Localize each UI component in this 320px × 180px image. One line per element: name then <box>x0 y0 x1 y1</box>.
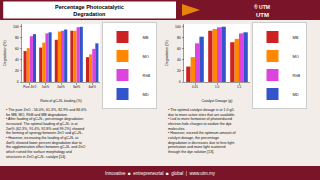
svg-text:3wt%: 3wt% <box>73 85 81 89</box>
svg-text:1wt%: 1wt% <box>42 85 50 89</box>
svg-text:• The optimal catalyst dosage: • The optimal catalyst dosage is at 1.0 … <box>168 108 236 154</box>
svg-text:60: 60 <box>177 47 181 51</box>
svg-text:40: 40 <box>15 58 19 62</box>
svg-text:2wt%: 2wt% <box>57 85 65 89</box>
svg-text:40: 40 <box>177 58 181 62</box>
svg-text:MD: MD <box>293 92 299 97</box>
svg-text:® UTM: ® UTM <box>254 4 270 10</box>
svg-text:1.0: 1.0 <box>215 85 220 89</box>
svg-text:RhB: RhB <box>293 73 301 78</box>
svg-text:0: 0 <box>17 80 19 84</box>
svg-text:0.05: 0.05 <box>192 85 198 89</box>
svg-text:MD: MD <box>143 92 149 97</box>
svg-text:80: 80 <box>15 36 19 40</box>
svg-text:1.5: 1.5 <box>237 85 242 89</box>
svg-text:100: 100 <box>13 25 19 29</box>
svg-text:80: 80 <box>177 36 181 40</box>
svg-text:Degradation (%): Degradation (%) <box>3 40 7 65</box>
svg-text:0: 0 <box>179 80 181 84</box>
svg-text:UTM: UTM <box>256 12 269 18</box>
svg-text:MB: MB <box>143 35 149 40</box>
svg-text:MB: MB <box>293 35 299 40</box>
svg-text:MO: MO <box>293 54 299 59</box>
svg-text:60: 60 <box>15 47 19 51</box>
svg-text:Percentage PhotocatalyticDegra: Percentage PhotocatalyticDegradation <box>55 4 124 17</box>
svg-text:4wt%: 4wt% <box>89 85 97 89</box>
svg-text:Ratio of gC₃N₄ loading (%): Ratio of gC₃N₄ loading (%) <box>40 99 82 103</box>
svg-text:20: 20 <box>15 69 19 73</box>
svg-text:• The pure ZnO - 56.0%, 61.3%,: • The pure ZnO - 56.0%, 61.3%, 82.9% and… <box>6 108 87 159</box>
svg-text:Innovative ■ entrepreneurial: Innovative ■ entrepreneurial ■ global | … <box>105 171 216 176</box>
svg-text:100: 100 <box>175 25 181 29</box>
svg-text:Pure ZnO: Pure ZnO <box>23 85 37 89</box>
svg-text:MO: MO <box>143 54 149 59</box>
svg-text:RhB: RhB <box>143 73 151 78</box>
svg-text:Catalyst Dosage (g): Catalyst Dosage (g) <box>202 99 233 103</box>
svg-text:Degradation (%): Degradation (%) <box>165 40 169 65</box>
svg-text:20: 20 <box>177 69 181 73</box>
